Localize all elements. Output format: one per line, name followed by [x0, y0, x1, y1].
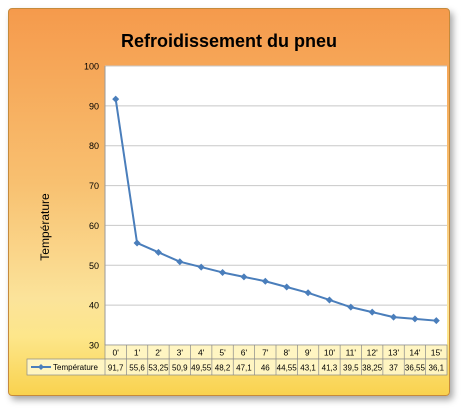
data-point: [176, 258, 184, 266]
data-point: [112, 95, 120, 103]
x-tick-label: 9': [305, 348, 312, 358]
x-tick-label: 10': [324, 348, 335, 358]
table-data-label: 47,1: [236, 364, 252, 373]
table-data-label: 44,55: [277, 364, 298, 373]
table-data-label: 55,6: [129, 364, 145, 373]
table-data-label: 37: [389, 364, 398, 373]
data-point: [325, 296, 333, 304]
table-data-label: 41,3: [322, 364, 338, 373]
data-point: [219, 268, 227, 276]
chart-title: Refroidissement du pneu: [121, 31, 337, 51]
chart-frame: Refroidissement du pneu 30 40 50 60 70 80 90 10…: [8, 8, 450, 396]
y-tick-label: 90: [89, 101, 99, 111]
series-line: [114, 98, 437, 322]
chart-svg: Refroidissement du pneu 30 40 50 60 70 80 90 10…: [26, 31, 448, 376]
x-tick-label: 14': [409, 348, 420, 358]
y-tick-label: 100: [84, 62, 99, 72]
x-tick-label: 6': [241, 348, 248, 358]
data-point: [133, 239, 141, 247]
table-data-label: 38,25: [362, 364, 383, 373]
table-data-label: 46: [261, 364, 270, 373]
x-tick-label: 7': [262, 348, 269, 358]
table-data-label: 91,7: [108, 364, 124, 373]
data-point: [240, 273, 248, 281]
table-data-label: 53,25: [148, 364, 169, 373]
grid-layer: [104, 65, 447, 346]
x-tick-label: 2': [155, 348, 162, 358]
legend-marker: [38, 364, 44, 370]
data-point: [432, 317, 440, 325]
x-tick-label: 12': [367, 348, 378, 358]
table-data-label: 49,55: [191, 364, 212, 373]
table-data-label: 43,1: [300, 364, 316, 373]
legend-label: Température: [53, 363, 98, 372]
x-tick-label: 5': [219, 348, 226, 358]
table-data-label: 39,5: [343, 364, 359, 373]
x-tick-label: 4': [198, 348, 205, 358]
data-point: [261, 277, 269, 285]
y-tick-label: 70: [89, 181, 99, 191]
y-tick-label: 80: [89, 141, 99, 151]
data-point: [304, 289, 312, 297]
data-point: [390, 313, 398, 321]
x-tick-label: 15': [431, 348, 442, 358]
data-point: [411, 315, 419, 323]
data-point: [368, 308, 376, 316]
x-tick-label: 1': [134, 348, 141, 358]
y-axis-title: Température: [38, 193, 52, 261]
y-tick-label: 50: [89, 261, 99, 271]
x-tick-label: 3': [177, 348, 184, 358]
table-data-label: 36,55: [405, 364, 426, 373]
x-tick-label: 13': [388, 348, 399, 358]
data-point: [283, 283, 291, 291]
y-tick-label: 30: [89, 341, 99, 351]
x-tick-label: 0': [113, 348, 120, 358]
table-data-label: 36,1: [429, 364, 445, 373]
data-table: 0' 1' 2' 3' 4' 5' 6' 7' 8' 9' 10' 11' 12' 13' 14' 15' 91…: [26, 344, 448, 376]
x-tick-label: 11': [346, 348, 357, 358]
data-point: [154, 248, 162, 256]
data-point: [347, 303, 355, 311]
y-tick-label: 40: [89, 301, 99, 311]
x-tick-label: 8': [284, 348, 291, 358]
table-data-label: 48,2: [215, 364, 231, 373]
y-tick-labels: 30 40 50 60 70 80 90 100: [84, 62, 99, 351]
table-data-label: 50,9: [172, 364, 188, 373]
data-point: [197, 263, 205, 271]
table-value-row: [26, 358, 448, 376]
series-layer: [112, 95, 440, 325]
y-tick-label: 60: [89, 221, 99, 231]
plot-area: [105, 66, 447, 345]
